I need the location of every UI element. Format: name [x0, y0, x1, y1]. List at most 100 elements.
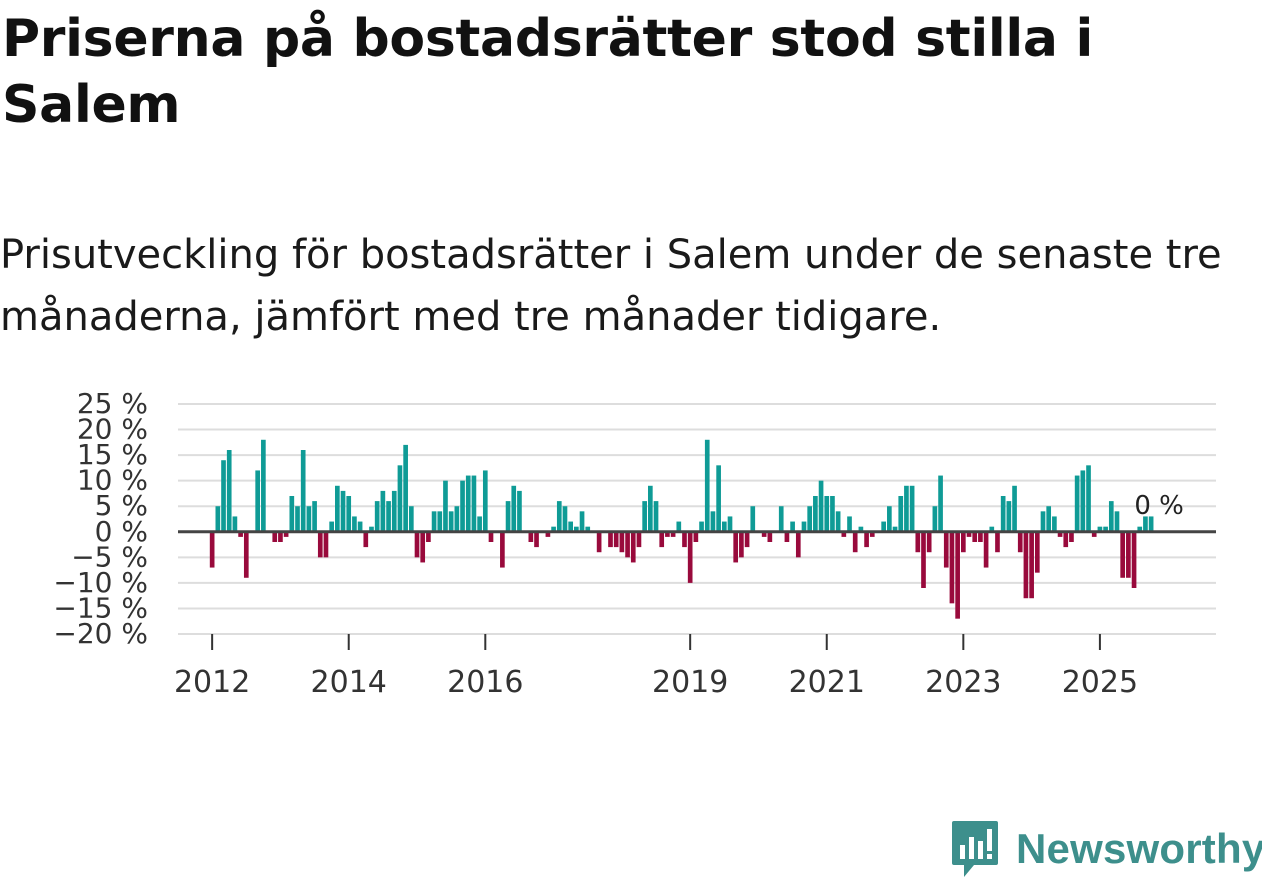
bar — [363, 531, 369, 548]
bar — [1029, 531, 1034, 599]
bar — [340, 490, 346, 532]
bar — [943, 531, 949, 568]
bar — [739, 531, 744, 558]
bar — [699, 521, 704, 532]
bar — [1114, 511, 1120, 532]
bar — [841, 531, 847, 537]
bar — [295, 506, 300, 532]
bar — [938, 475, 943, 532]
x-tick-label: 2019 — [652, 665, 728, 700]
bars — [209, 439, 1154, 619]
bar — [209, 531, 215, 568]
bar — [397, 465, 403, 532]
bar — [1137, 526, 1143, 532]
last-value-label: 0 % — [1134, 491, 1184, 521]
bar — [682, 531, 687, 548]
chart-title: Priserna på bostadsrätter stod stilla i … — [2, 9, 1094, 135]
bar — [750, 506, 756, 532]
bar — [391, 490, 397, 532]
bar — [716, 465, 721, 532]
bar — [1103, 526, 1108, 532]
bar — [283, 531, 289, 537]
bar — [687, 531, 693, 583]
bar — [488, 531, 494, 542]
bar — [966, 531, 972, 537]
chart-subtitle: Prisutveckling för bostadsrätter i Salem… — [0, 232, 1222, 340]
bar — [255, 470, 261, 532]
bar — [357, 521, 363, 532]
bar — [790, 521, 795, 532]
bar — [636, 531, 642, 548]
bar — [317, 531, 323, 558]
bar — [431, 511, 437, 532]
bar — [556, 501, 562, 532]
bar — [830, 496, 835, 532]
bar — [847, 516, 852, 532]
bar — [892, 526, 898, 532]
logo-text: Newsworthy — [1016, 825, 1262, 872]
x-tick-label: 2014 — [311, 665, 387, 700]
bar — [972, 531, 978, 542]
bar — [648, 485, 653, 532]
bar — [574, 526, 579, 532]
bar — [1000, 496, 1006, 532]
bar — [898, 496, 904, 532]
bar — [454, 506, 460, 532]
y-tick-label: 10 % — [77, 464, 148, 497]
bar — [932, 506, 938, 532]
bar — [881, 521, 886, 532]
bar — [437, 511, 443, 532]
bar — [693, 531, 699, 542]
bar — [528, 531, 534, 542]
bar — [408, 506, 414, 532]
bar — [989, 526, 995, 532]
bar — [983, 531, 989, 568]
bar — [380, 490, 386, 532]
bar — [824, 496, 830, 532]
y-tick-label: 20 % — [77, 413, 148, 446]
bar — [721, 521, 727, 532]
bar — [289, 496, 295, 532]
bar — [300, 450, 306, 532]
bar — [949, 531, 955, 604]
newsworthy-logo[interactable]: Newsworthy — [950, 818, 1262, 880]
y-tick-label: 15 % — [77, 438, 148, 471]
bar — [795, 531, 801, 558]
bar — [665, 531, 670, 537]
bar — [278, 531, 283, 542]
bar — [710, 511, 716, 532]
bar — [426, 531, 431, 542]
bar — [261, 439, 266, 532]
bar — [653, 501, 659, 532]
bar — [1017, 531, 1023, 553]
bar — [1006, 501, 1012, 532]
bar — [1086, 465, 1091, 532]
x-tick-label: 2012 — [174, 665, 250, 700]
bar — [818, 480, 824, 532]
x-tick-label: 2021 — [789, 665, 865, 700]
bar — [767, 531, 773, 542]
bar — [414, 531, 420, 558]
y-tick-label: −20 % — [53, 617, 148, 650]
bar — [585, 526, 591, 532]
bar — [1120, 531, 1126, 578]
bar — [978, 531, 983, 542]
bar — [1091, 531, 1097, 537]
bar — [1046, 506, 1052, 532]
bar — [915, 531, 921, 553]
bar — [778, 506, 784, 532]
bar — [926, 531, 932, 553]
bar — [1131, 531, 1137, 588]
y-tick-label: −5 % — [71, 540, 148, 573]
bar — [352, 516, 357, 532]
bar — [369, 526, 374, 532]
bar — [465, 475, 471, 532]
bar — [921, 531, 926, 588]
bar — [676, 521, 682, 532]
y-axis-labels: 25 %20 %15 %10 %5 %0 %−5 %−10 %−15 %−20 … — [53, 387, 148, 650]
bar — [579, 511, 585, 532]
bar — [1063, 531, 1069, 548]
x-tick-label: 2023 — [925, 665, 1001, 700]
bar — [346, 496, 352, 532]
bar-chart: 25 %20 %15 %10 %5 %0 %−5 %−10 %−15 %−20 … — [53, 387, 1216, 700]
